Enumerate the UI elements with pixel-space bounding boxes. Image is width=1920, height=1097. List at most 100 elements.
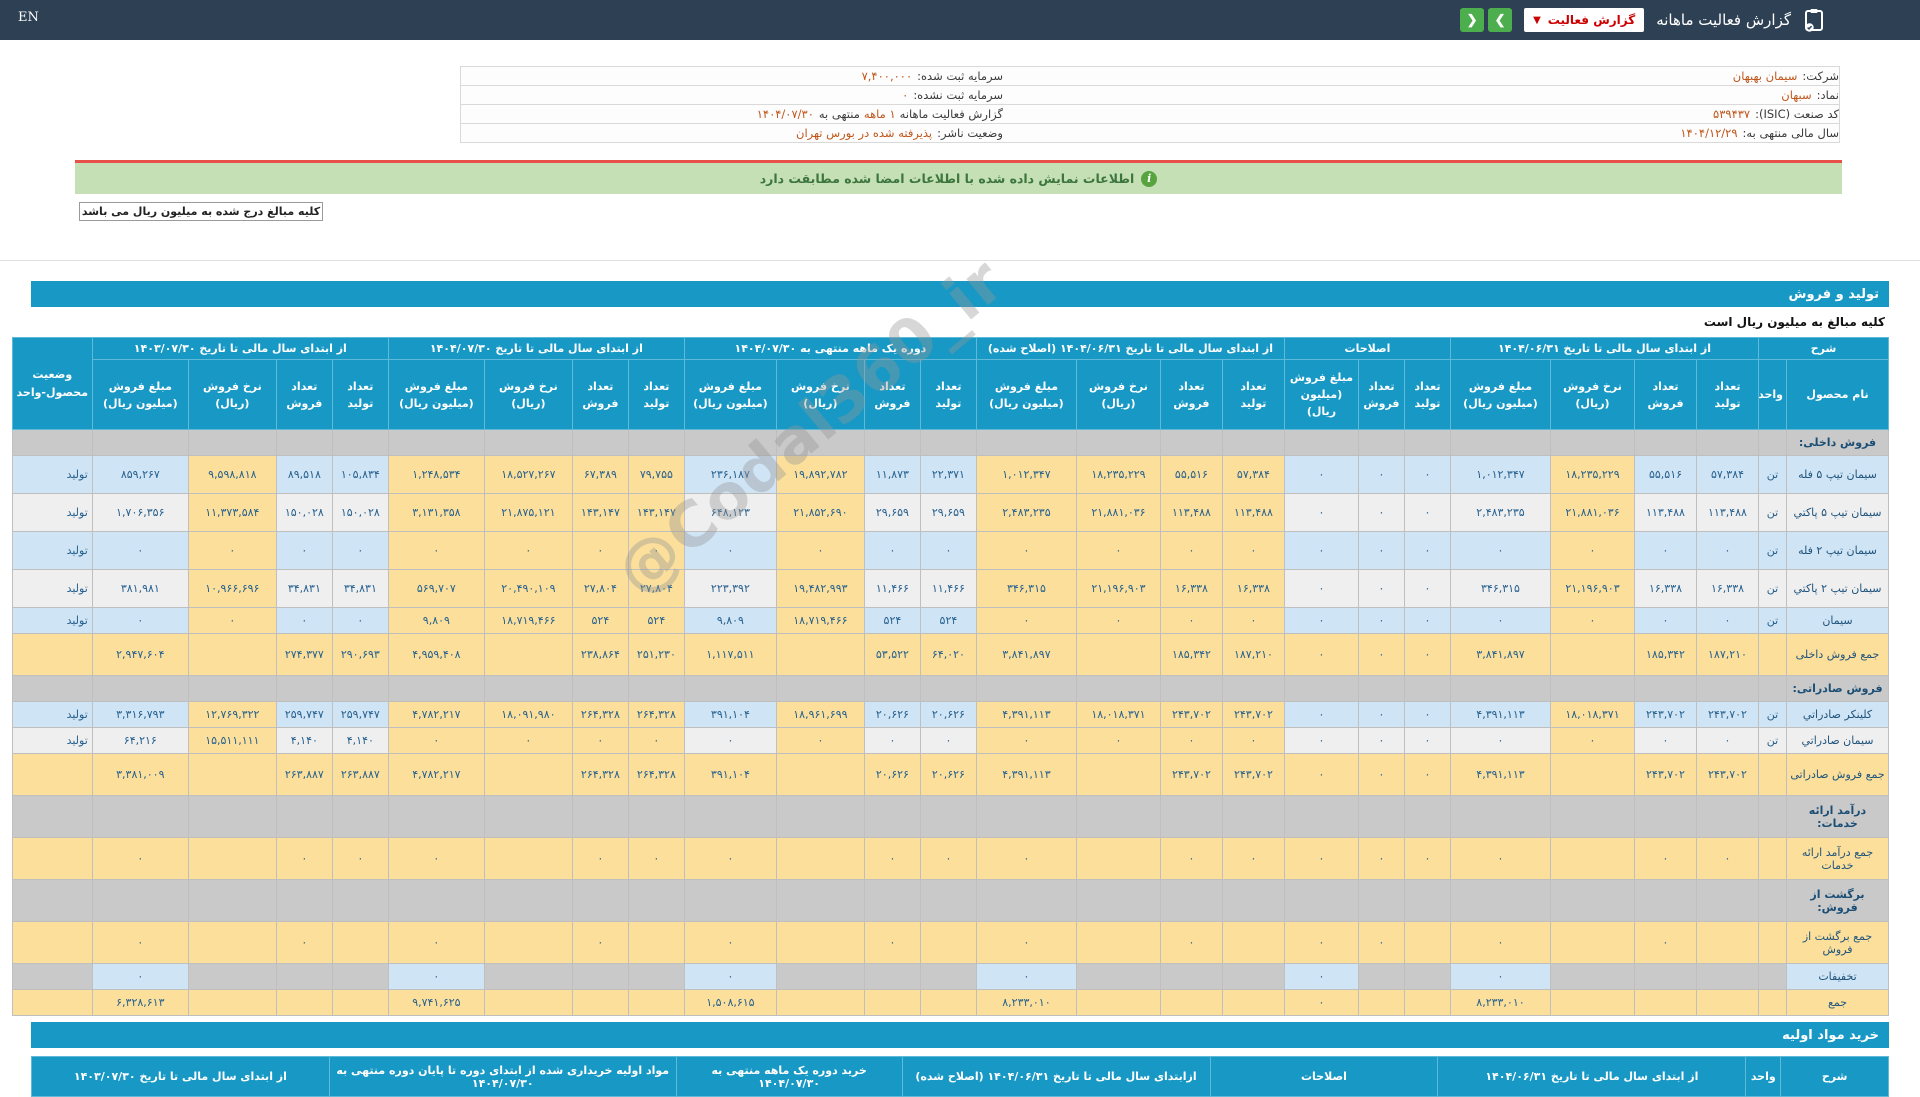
value-cell: ۶۴,۲۱۶ [91, 727, 189, 755]
value-cell: ۱۸,۲۳۵,۲۲۹ [1550, 455, 1635, 495]
status-cell [11, 837, 93, 881]
value-cell: ۱,۰۱۲,۳۴۷ [975, 455, 1077, 495]
sub-column-header: تعداد تولید [627, 359, 685, 431]
value-cell: ۲۷,۸۰۴ [571, 569, 629, 609]
value-cell: ۱,۲۴۸,۵۳۴ [387, 455, 485, 495]
value-cell: ۲,۴۸۳,۲۳۵ [975, 493, 1077, 533]
value-cell: ۳۴۶,۳۱۵ [975, 569, 1077, 609]
info-field: گزارش فعالیت ماهانه ۱ ماهه منتهی به ۱۴۰۴/۰۷… [483, 105, 1003, 123]
table-cell [571, 879, 629, 923]
value-cell: ۰ [975, 921, 1077, 965]
info-field: وضعیت ناشر: پذیرفته شده در بورس تهران [483, 124, 1003, 142]
value-cell: ۲۱,۱۹۶,۹۰۳ [1075, 569, 1161, 609]
period-group-header: از ابتدای سال مالی تا تاریخ ۱۴۰۴/۰۶/۳۱ [1449, 336, 1760, 361]
value-cell: ۱۴۳,۱۴۷ [627, 493, 685, 533]
value-cell: ۹,۷۴۱,۶۲۵ [387, 989, 485, 1017]
value-cell: ۱۶,۳۳۸ [1159, 569, 1223, 609]
value-cell: ۰ [1159, 531, 1223, 571]
value-cell: ۰ [91, 921, 189, 965]
value-cell [1696, 963, 1759, 991]
value-cell: ۸۹,۵۱۸ [275, 455, 333, 495]
table-cell [1696, 795, 1759, 839]
table-cell [571, 429, 629, 457]
value-cell: ۱۹,۸۹۲,۷۸۲ [775, 455, 865, 495]
table-row: فروش داخلی: [11, 429, 1889, 457]
table-cell [863, 795, 921, 839]
value-cell [483, 837, 573, 881]
value-cell [1550, 753, 1635, 797]
million-rial-note-box: کلیه مبالغ درج شده به میلیون ریال می باش… [79, 202, 323, 221]
table-row: سیمان تیپ ۵ پاکتي تن ۱۱۳,۴۸۸ ۱۱۳,۴۸۸ ۲۱,۸۸۱,… [11, 493, 1889, 533]
table-cell [1696, 675, 1759, 703]
value-cell: ۰ [1357, 701, 1405, 729]
table-cell [1159, 429, 1223, 457]
table-row: تخفیفات ۰ ۰ ۰ ۰ ۰ ۰ [11, 963, 1889, 991]
product-name-cell: سیمان صادراتي [1786, 727, 1889, 755]
value-cell: ۱,۱۱۷,۵۱۱ [683, 633, 777, 677]
value-cell [627, 963, 685, 991]
table-cell [1283, 675, 1359, 703]
value-cell: ۲۵۹,۷۴۷ [331, 701, 389, 729]
value-cell [1634, 963, 1697, 991]
value-cell: ۰ [1403, 633, 1451, 677]
table-cell [91, 795, 189, 839]
value-cell: ۵۲۴ [863, 607, 921, 635]
raw-materials-column-header: مواد اولیه خریداری شده از ابتدای دوره تا… [328, 1056, 677, 1097]
value-cell: ۰ [1283, 701, 1359, 729]
table-cell [975, 429, 1077, 457]
status-cell: تولید [11, 727, 93, 755]
value-cell: ۱۶,۳۳۸ [1221, 569, 1285, 609]
value-cell: ۰ [275, 837, 333, 881]
value-cell: ۵۶۹,۷۰۷ [387, 569, 485, 609]
report-type-dropdown[interactable]: گزارش فعالیت ▼ [1524, 8, 1645, 32]
table-cell [627, 429, 685, 457]
value-cell: ۰ [683, 531, 777, 571]
value-cell: ۲۲,۳۷۱ [919, 455, 977, 495]
language-toggle-en[interactable]: EN [18, 10, 39, 25]
info-label: منتهی به [818, 107, 860, 121]
value-cell: ۰ [1696, 531, 1759, 571]
value-cell: ۰ [483, 531, 573, 571]
table-cell [91, 675, 189, 703]
value-cell: ۰ [387, 963, 485, 991]
table-cell [1283, 879, 1359, 923]
table-cell [683, 795, 777, 839]
value-cell: ۳,۳۸۱,۰۰۹ [91, 753, 189, 797]
value-cell [331, 921, 389, 965]
page-title: گزارش فعالیت ماهانه [1656, 11, 1791, 29]
nav-back-button[interactable]: ❮ [1460, 8, 1485, 32]
value-cell: ۱۸,۷۱۹,۴۶۶ [775, 607, 865, 635]
value-cell: ۰ [571, 531, 629, 571]
table-cell [91, 429, 189, 457]
value-cell: ۴,۳۹۱,۱۱۳ [975, 753, 1077, 797]
value-cell: ۰ [1221, 607, 1285, 635]
table-row: سیمان تیپ ۵ فله تن ۵۷,۳۸۴ ۵۵,۵۱۶ ۱۸,۲۳۵,۲۲۹ ۱… [11, 455, 1889, 495]
table-cell [1449, 429, 1552, 457]
value-cell: ۰ [1357, 607, 1405, 635]
company-info-table: شرکت: سیمان بهبهان سرمایه ثبت شده: ۷,۴۰۰,۰۰… [460, 66, 1840, 143]
table-cell [1550, 429, 1635, 457]
table-cell [1696, 429, 1759, 457]
value-cell: ۱۸۵,۳۴۲ [1159, 633, 1223, 677]
value-cell: ۱۸,۰۹۱,۹۸۰ [483, 701, 573, 729]
value-cell: ۲۰,۶۲۶ [863, 701, 921, 729]
sub-column-header: تعداد تولید [1221, 359, 1285, 431]
table-cell [1075, 795, 1161, 839]
status-cell [11, 633, 93, 677]
value-cell: ۰ [1283, 493, 1359, 533]
raw-materials-table-header: شرح واحد از ابتدای سال مالی تا تاریخ ۱۴۰۴/… [31, 1056, 1889, 1097]
status-cell [11, 795, 93, 839]
product-name-cell: کلینکر صادراتي [1786, 701, 1889, 729]
table-cell [919, 879, 977, 923]
value-cell [1075, 837, 1161, 881]
nav-forward-button[interactable]: ❯ [1488, 8, 1513, 32]
value-cell: ۰ [1075, 531, 1161, 571]
value-cell: ۰ [1283, 633, 1359, 677]
value-cell: ۰ [275, 921, 333, 965]
sub-column-header: نرخ فروش (ریال) [483, 359, 573, 431]
value-cell: ۰ [863, 837, 921, 881]
value-cell: ۱۱,۸۷۳ [863, 455, 921, 495]
unit-cell [1758, 921, 1787, 965]
value-cell: ۳۴۶,۳۱۵ [1449, 569, 1552, 609]
value-cell: ۰ [1159, 607, 1223, 635]
